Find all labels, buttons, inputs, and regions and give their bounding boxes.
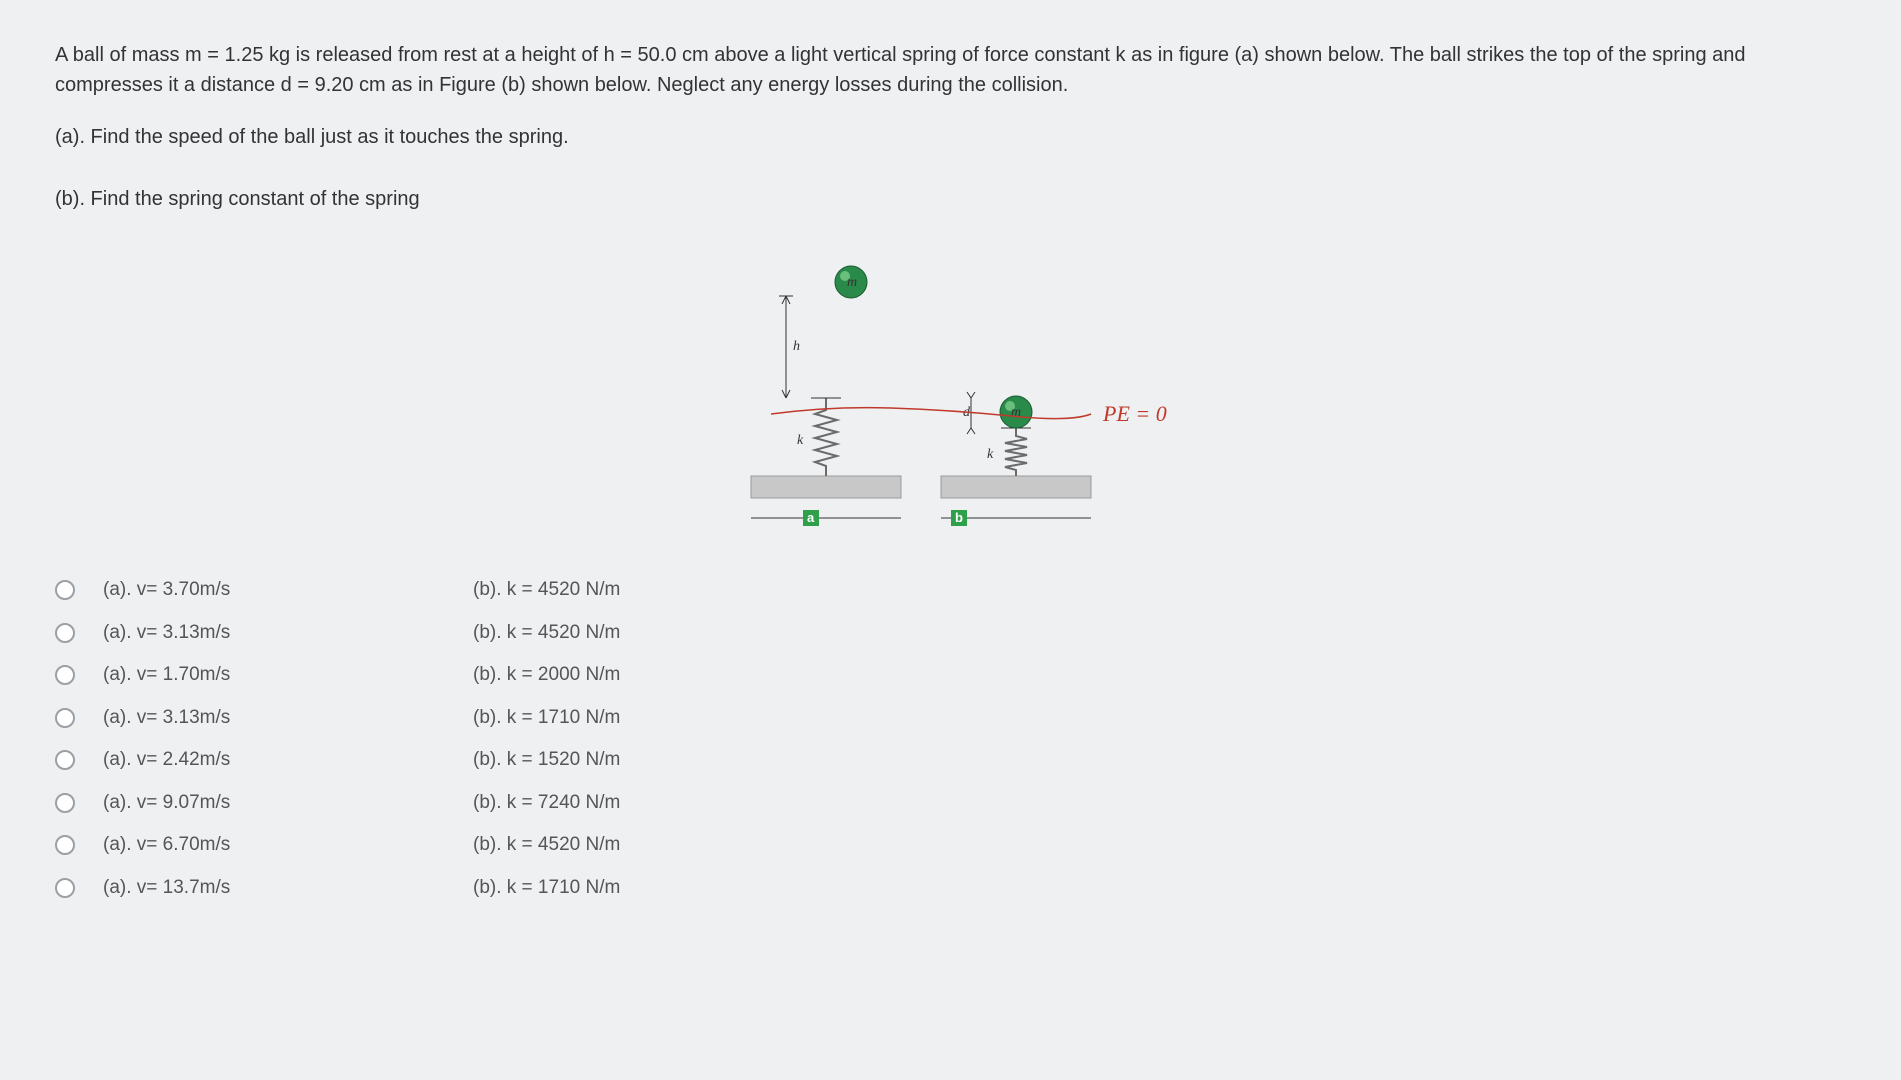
radio-icon[interactable] xyxy=(55,580,75,600)
figure-a: k h m a xyxy=(751,266,901,526)
option-part-b: (b). k = 2000 N/m xyxy=(473,661,620,690)
option-part-b: (b). k = 4520 N/m xyxy=(473,619,620,648)
option-part-a: (a). v= 6.70m/s xyxy=(103,831,473,860)
part-a-prompt: (a). Find the speed of the ball just as … xyxy=(55,122,1846,152)
option-part-b: (b). k = 1710 N/m xyxy=(473,704,620,733)
option-row[interactable]: (a). v= 9.07m/s (b). k = 7240 N/m xyxy=(55,789,1846,818)
figure-container: k h m a k xyxy=(55,246,1846,546)
radio-icon[interactable] xyxy=(55,750,75,770)
spring-label-b: k xyxy=(987,447,994,462)
option-part-a: (a). v= 9.07m/s xyxy=(103,789,473,818)
option-part-b: (b). k = 4520 N/m xyxy=(473,576,620,605)
option-part-a: (a). v= 13.7m/s xyxy=(103,874,473,903)
option-part-b: (b). k = 4520 N/m xyxy=(473,831,620,860)
option-part-a: (a). v= 3.70m/s xyxy=(103,576,473,605)
radio-icon[interactable] xyxy=(55,623,75,643)
option-row[interactable]: (a). v= 3.13m/s (b). k = 4520 N/m xyxy=(55,619,1846,648)
option-row[interactable]: (a). v= 2.42m/s (b). k = 1520 N/m xyxy=(55,746,1846,775)
option-row[interactable]: (a). v= 3.13m/s (b). k = 1710 N/m xyxy=(55,704,1846,733)
figure-tag-a: a xyxy=(807,510,815,525)
option-part-b: (b). k = 1520 N/m xyxy=(473,746,620,775)
option-row[interactable]: (a). v= 3.70m/s (b). k = 4520 N/m xyxy=(55,576,1846,605)
height-label: h xyxy=(793,339,800,354)
option-part-a: (a). v= 3.13m/s xyxy=(103,704,473,733)
option-part-b: (b). k = 1710 N/m xyxy=(473,874,620,903)
pe-zero-label: PE = 0 xyxy=(1102,401,1167,426)
radio-icon[interactable] xyxy=(55,708,75,728)
physics-figure: k h m a k xyxy=(711,246,1191,546)
radio-icon[interactable] xyxy=(55,878,75,898)
spring-label-a: k xyxy=(797,433,804,448)
option-part-a: (a). v= 3.13m/s xyxy=(103,619,473,648)
option-part-b: (b). k = 7240 N/m xyxy=(473,789,620,818)
option-row[interactable]: (a). v= 6.70m/s (b). k = 4520 N/m xyxy=(55,831,1846,860)
problem-statement: A ball of mass m = 1.25 kg is released f… xyxy=(55,40,1835,100)
radio-icon[interactable] xyxy=(55,793,75,813)
option-row[interactable]: (a). v= 1.70m/s (b). k = 2000 N/m xyxy=(55,661,1846,690)
ball-label-b: m xyxy=(1011,405,1021,420)
radio-icon[interactable] xyxy=(55,665,75,685)
part-b-prompt: (b). Find the spring constant of the spr… xyxy=(55,184,1846,214)
radio-icon[interactable] xyxy=(55,835,75,855)
option-part-a: (a). v= 1.70m/s xyxy=(103,661,473,690)
option-part-a: (a). v= 2.42m/s xyxy=(103,746,473,775)
ball-label-a: m xyxy=(847,275,857,290)
option-row[interactable]: (a). v= 13.7m/s (b). k = 1710 N/m xyxy=(55,874,1846,903)
options-group: (a). v= 3.70m/s (b). k = 4520 N/m (a). v… xyxy=(55,576,1846,902)
figure-tag-b: b xyxy=(955,510,963,525)
